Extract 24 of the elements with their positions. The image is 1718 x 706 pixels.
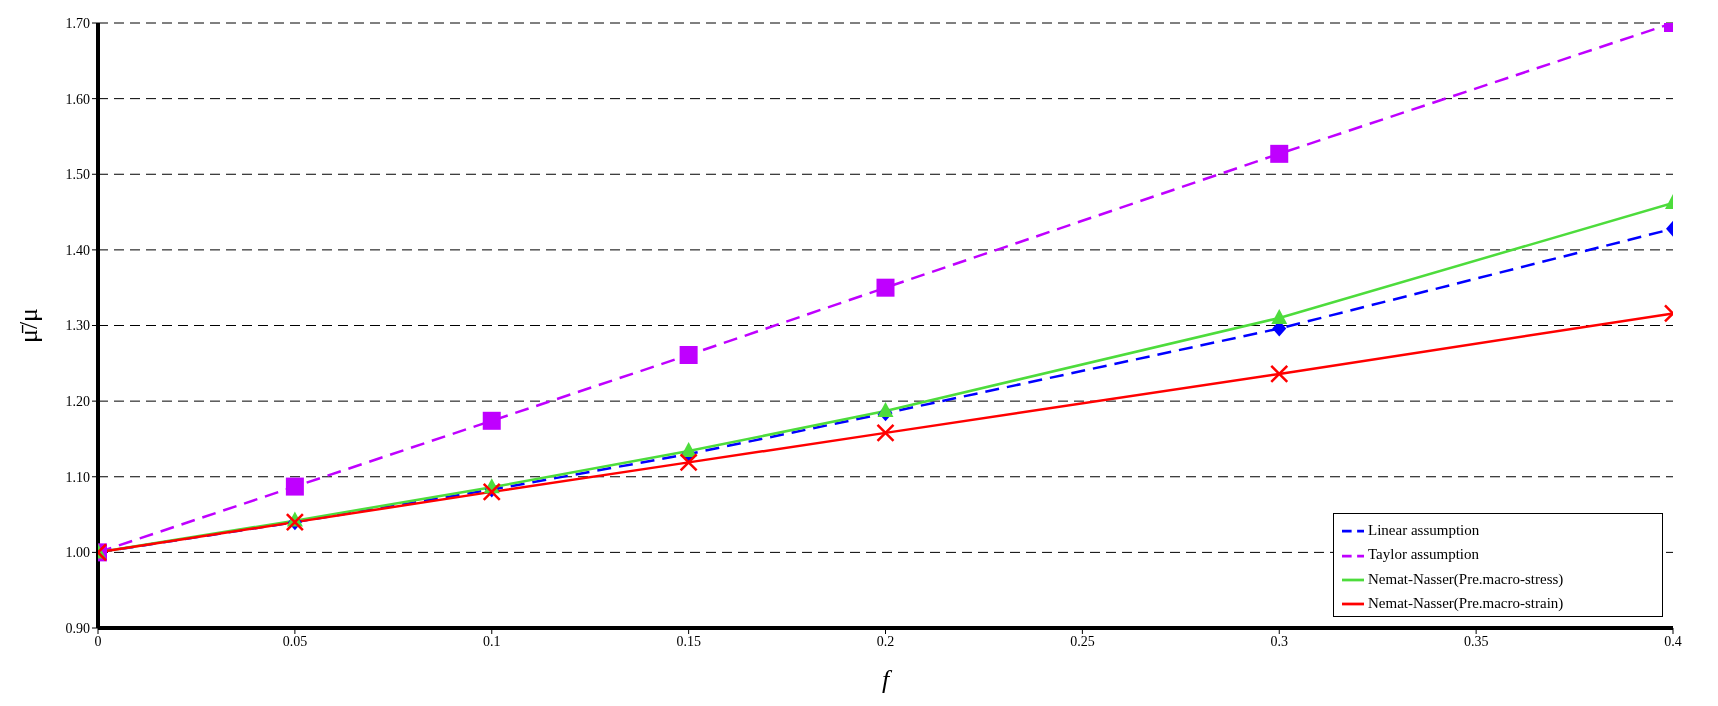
y-tick-label: 1.70: [65, 15, 90, 31]
x-axis-title: f: [881, 665, 893, 694]
legend-label: Nemat-Nasser(Pre.macro-strain): [1368, 594, 1564, 611]
y-tick-label: 1.10: [65, 469, 90, 485]
y-tick-label: 1.30: [65, 318, 90, 334]
x-tick-label: 0: [94, 633, 102, 649]
x-tick-label: 0.25: [1070, 633, 1095, 649]
x-tick-label: 0.15: [676, 633, 701, 649]
y-tick-label: 1.50: [65, 167, 90, 183]
y-tick-label: 0.90: [65, 620, 90, 636]
x-tick-label: 0.2: [876, 633, 895, 649]
y-tick-label: 1.20: [65, 394, 90, 410]
legend-label: Linear assumption: [1368, 522, 1480, 538]
y-axis-title: μ̄/μ: [14, 307, 44, 344]
y-tick-label: 1.40: [65, 242, 90, 258]
x-tick-label: 0.4: [1664, 633, 1682, 649]
legend-label: Taylor assumption: [1368, 546, 1480, 563]
x-tick-label: 0.1: [483, 633, 501, 649]
x-tick-label: 0.05: [282, 633, 308, 649]
x-tick-label: 0.35: [1463, 633, 1489, 649]
legend-label: Nemat-Nasser(Pre.macro-stress): [1368, 570, 1564, 587]
y-tick-label: 1.00: [65, 545, 90, 561]
x-tick-label: 0.3: [1270, 633, 1288, 649]
y-tick-label: 1.60: [65, 91, 90, 107]
